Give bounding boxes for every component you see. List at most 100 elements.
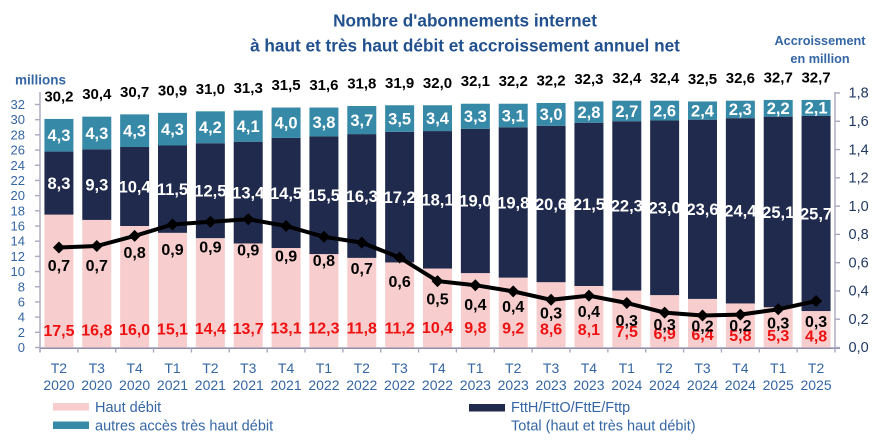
svg-text:2024: 2024 (725, 377, 756, 393)
svg-text:0,6: 0,6 (849, 255, 869, 271)
svg-text:T2: T2 (505, 360, 522, 376)
svg-text:0,8: 0,8 (849, 227, 869, 243)
svg-text:32,1: 32,1 (461, 73, 490, 90)
svg-text:0,9: 0,9 (161, 242, 183, 259)
svg-text:0,3: 0,3 (805, 314, 827, 331)
svg-text:11,5: 11,5 (157, 181, 188, 199)
svg-text:14,5: 14,5 (270, 185, 302, 203)
svg-text:T4: T4 (126, 360, 143, 376)
svg-text:9,3: 9,3 (85, 176, 108, 194)
svg-text:0,7: 0,7 (48, 258, 70, 275)
svg-text:T4: T4 (429, 360, 446, 376)
svg-text:2025: 2025 (763, 377, 794, 393)
svg-text:30,2: 30,2 (44, 88, 73, 105)
svg-text:2024: 2024 (611, 377, 642, 393)
svg-text:32,2: 32,2 (499, 73, 528, 90)
svg-text:2020: 2020 (119, 377, 150, 393)
svg-text:3,1: 3,1 (502, 107, 525, 125)
svg-text:32: 32 (11, 97, 25, 112)
svg-text:2,8: 2,8 (577, 104, 600, 122)
svg-text:26: 26 (11, 143, 25, 158)
svg-text:9,8: 9,8 (464, 320, 486, 337)
svg-text:2021: 2021 (233, 377, 264, 393)
svg-text:2022: 2022 (384, 377, 415, 393)
svg-text:0,4: 0,4 (464, 297, 486, 314)
svg-text:12,3: 12,3 (308, 320, 339, 337)
svg-text:T2: T2 (354, 360, 371, 376)
svg-text:21,5: 21,5 (573, 196, 605, 214)
svg-text:2023: 2023 (535, 377, 566, 393)
svg-text:6,4: 6,4 (691, 327, 713, 344)
svg-text:1,8: 1,8 (849, 86, 869, 102)
svg-text:0,9: 0,9 (199, 240, 221, 257)
svg-text:2,1: 2,1 (805, 100, 828, 118)
svg-text:0,9: 0,9 (237, 243, 259, 260)
svg-text:22,3: 22,3 (611, 198, 643, 216)
svg-text:1,4: 1,4 (849, 142, 869, 158)
svg-text:0,8: 0,8 (124, 245, 146, 262)
svg-text:23,0: 23,0 (649, 200, 681, 218)
svg-text:2021: 2021 (157, 377, 188, 393)
svg-text:T4: T4 (732, 360, 749, 376)
svg-text:3,0: 3,0 (540, 106, 563, 124)
svg-text:T3: T3 (391, 360, 408, 376)
svg-text:T1: T1 (770, 360, 787, 376)
svg-text:2021: 2021 (270, 377, 301, 393)
svg-text:T3: T3 (240, 360, 257, 376)
svg-text:8: 8 (18, 279, 25, 294)
svg-text:23,6: 23,6 (686, 201, 718, 219)
svg-text:0,2: 0,2 (849, 312, 869, 328)
svg-text:2022: 2022 (308, 377, 339, 393)
svg-text:T2: T2 (808, 360, 825, 376)
svg-text:7,5: 7,5 (616, 324, 638, 341)
svg-text:0,3: 0,3 (540, 305, 562, 322)
svg-text:0,6: 0,6 (389, 274, 411, 291)
svg-text:0: 0 (18, 340, 25, 355)
svg-text:32,4: 32,4 (650, 70, 680, 87)
svg-text:à haut et très haut débit et a: à haut et très haut débit et accroisseme… (250, 35, 680, 55)
svg-text:0,2: 0,2 (691, 319, 713, 336)
svg-text:2022: 2022 (346, 377, 377, 393)
svg-text:31,9: 31,9 (385, 75, 414, 92)
svg-text:1,6: 1,6 (849, 114, 869, 130)
svg-text:2,6: 2,6 (653, 102, 676, 120)
svg-text:14: 14 (11, 234, 25, 249)
svg-text:28: 28 (11, 127, 25, 142)
svg-text:T2: T2 (656, 360, 673, 376)
svg-text:0,3: 0,3 (767, 316, 789, 333)
svg-text:22: 22 (11, 173, 25, 188)
svg-text:0,5: 0,5 (426, 292, 448, 309)
svg-text:17,5: 17,5 (43, 323, 74, 340)
svg-text:1,0: 1,0 (849, 199, 869, 215)
svg-text:T1: T1 (467, 360, 484, 376)
svg-text:10: 10 (11, 264, 25, 279)
svg-text:2023: 2023 (460, 377, 491, 393)
svg-text:millions: millions (15, 73, 66, 88)
svg-text:11,8: 11,8 (347, 320, 377, 337)
svg-text:2021: 2021 (195, 377, 226, 393)
svg-text:0,0: 0,0 (849, 340, 869, 356)
svg-text:T2: T2 (202, 360, 219, 376)
svg-text:8,6: 8,6 (540, 321, 562, 338)
svg-text:0,4: 0,4 (502, 299, 524, 316)
svg-text:T1: T1 (164, 360, 181, 376)
svg-text:4: 4 (18, 310, 25, 325)
svg-text:32,5: 32,5 (688, 71, 717, 88)
svg-text:0,3: 0,3 (616, 313, 638, 330)
svg-text:0,3: 0,3 (654, 317, 676, 334)
svg-text:31,0: 31,0 (196, 81, 225, 98)
svg-text:19,8: 19,8 (497, 194, 529, 212)
svg-text:0,9: 0,9 (275, 248, 297, 265)
svg-text:9,2: 9,2 (502, 320, 524, 337)
svg-text:24: 24 (11, 158, 25, 173)
svg-text:T1: T1 (316, 360, 333, 376)
svg-text:10,4: 10,4 (119, 178, 152, 196)
svg-text:19,0: 19,0 (459, 193, 491, 211)
svg-text:en million: en million (790, 52, 849, 66)
svg-text:31,8: 31,8 (347, 76, 376, 93)
svg-text:12: 12 (11, 249, 25, 264)
svg-text:2024: 2024 (649, 377, 680, 393)
svg-text:4,3: 4,3 (161, 121, 184, 139)
svg-text:16,8: 16,8 (81, 322, 112, 339)
svg-text:T4: T4 (581, 360, 598, 376)
